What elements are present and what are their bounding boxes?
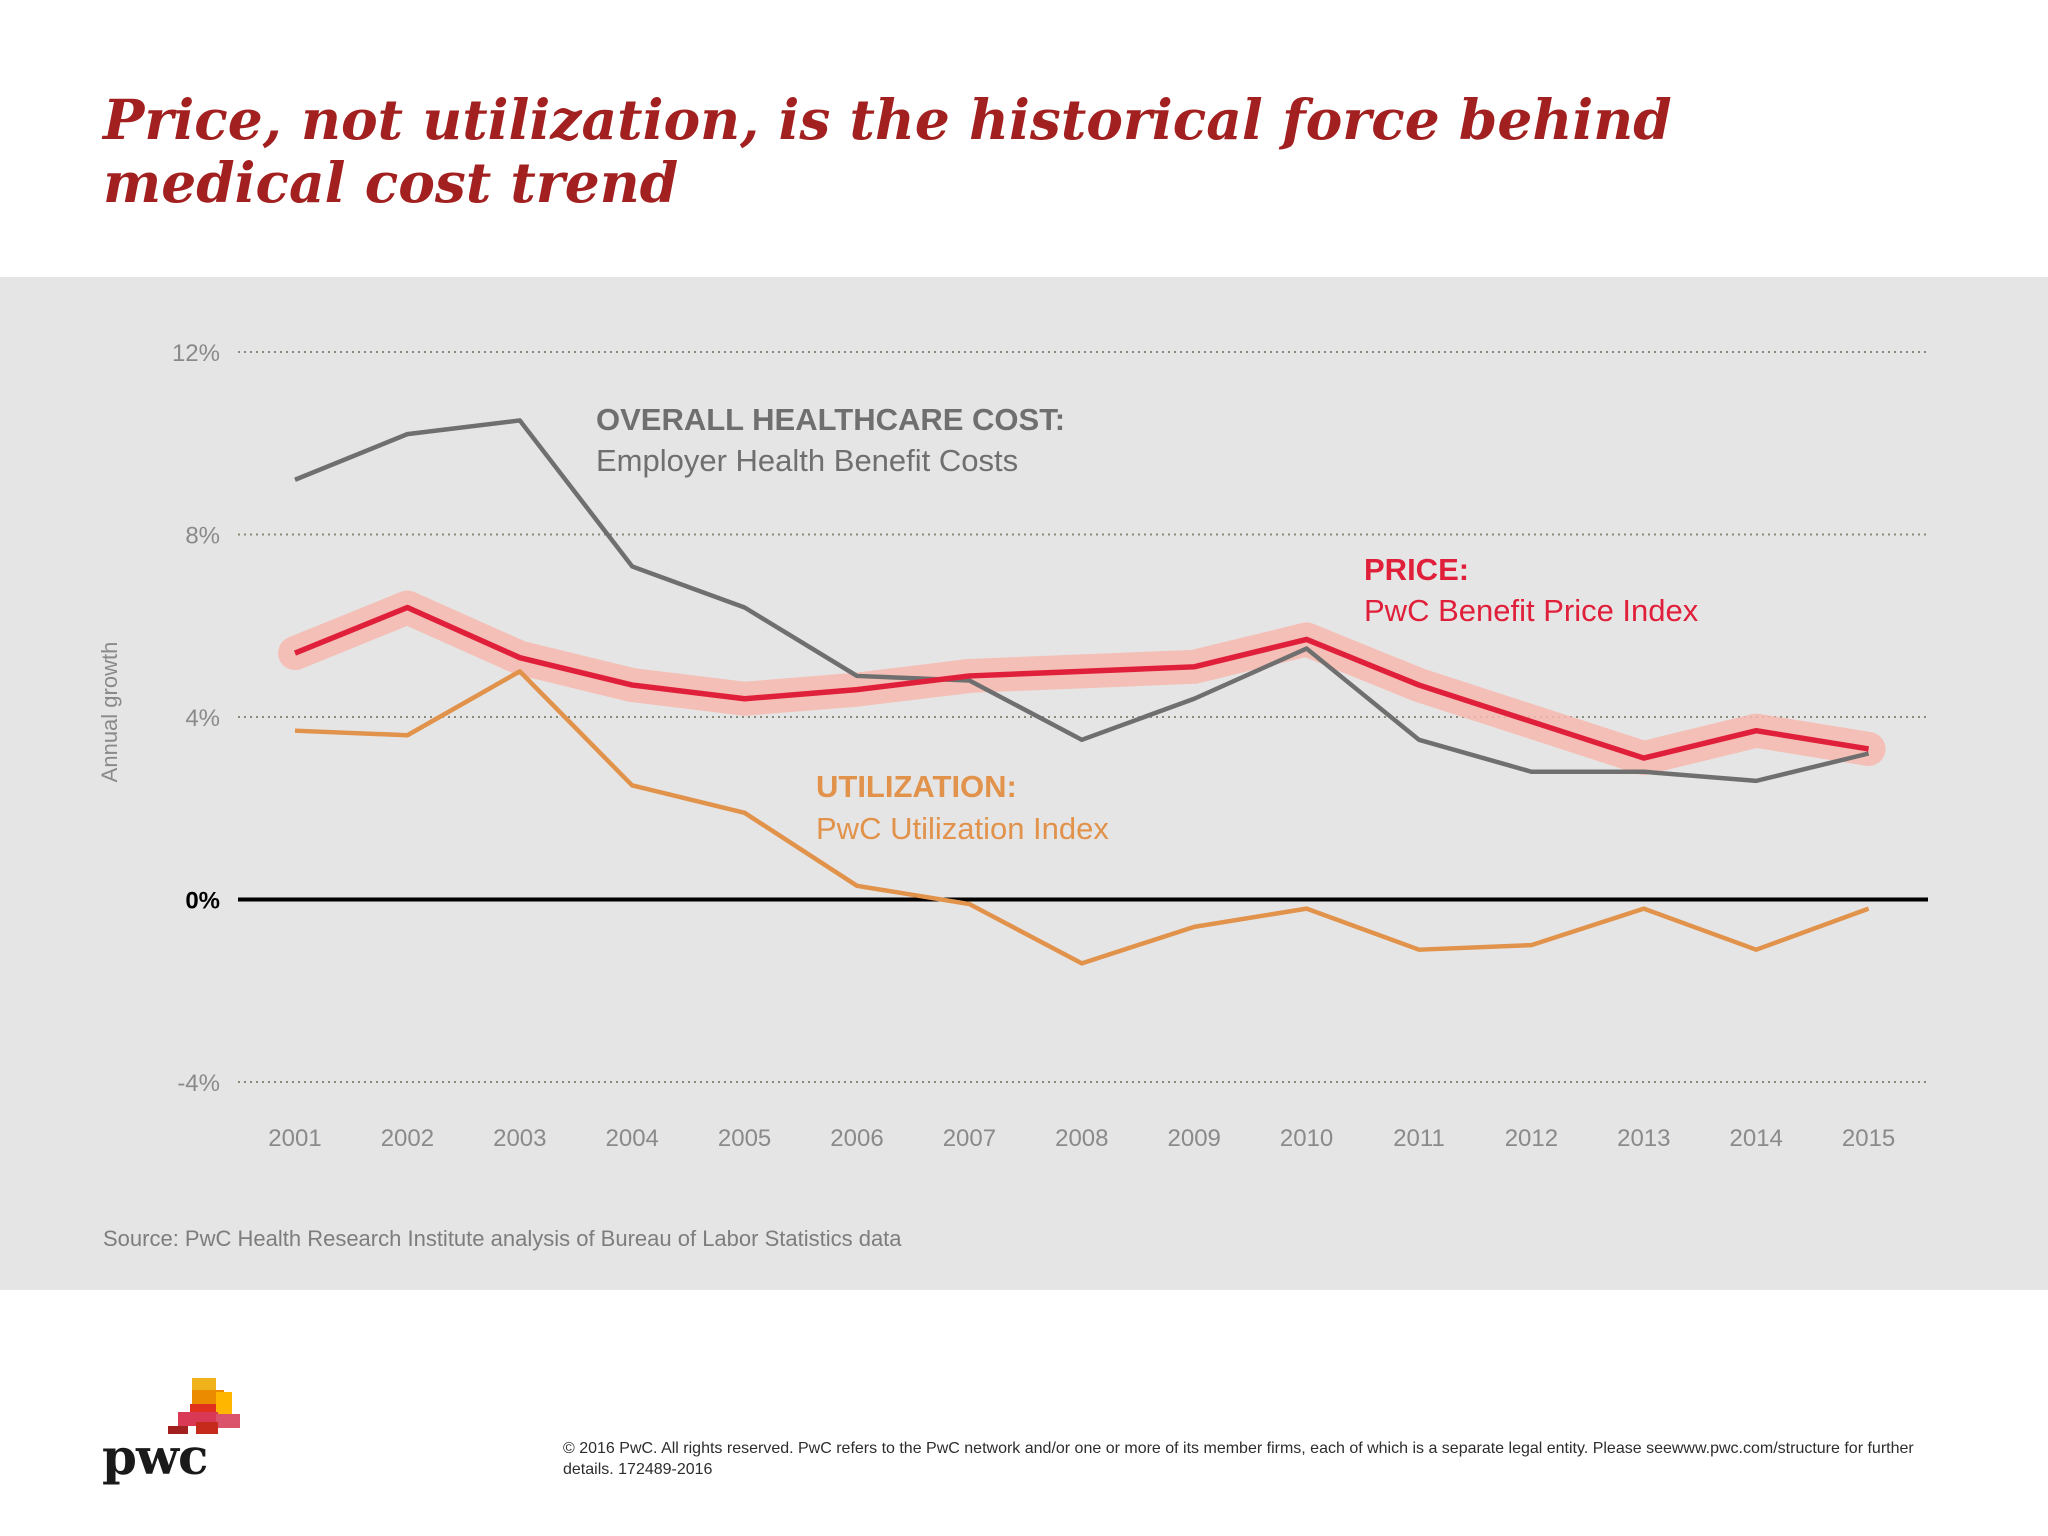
- annotation-overall-sublabel: Employer Health Benefit Costs: [596, 443, 1018, 478]
- y-tick-label: 12%: [172, 340, 220, 367]
- annotation-utilization-label: UTILIZATION:: [816, 769, 1017, 804]
- overall-series-line: [294, 418, 1870, 784]
- x-tick-label: 2011: [1393, 1125, 1445, 1152]
- y-tick-label: 0%: [185, 888, 220, 915]
- logo-wordmark: pwc: [102, 1427, 208, 1486]
- y-tick-label: -4%: [177, 1070, 220, 1097]
- source-note: Source: PwC Health Research Institute an…: [103, 1226, 902, 1251]
- x-tick-label: 2013: [1617, 1125, 1670, 1152]
- x-tick-label: 2008: [1055, 1125, 1108, 1152]
- x-tick-label: 2004: [606, 1125, 659, 1152]
- annotation-overall-label: OVERALL HEALTHCARE COST:: [596, 402, 1065, 437]
- x-tick-label: 2003: [493, 1125, 546, 1152]
- y-axis-label: Annual growth: [97, 642, 122, 783]
- x-tick-label: 2010: [1280, 1125, 1333, 1152]
- annotation-utilization-sublabel: PwC Utilization Index: [816, 811, 1109, 846]
- y-tick-label: 4%: [185, 705, 220, 732]
- utilization-series-line: [294, 669, 1870, 966]
- x-axis-ticks: 2001 2002 2003 2004 2005 2006 2007 2008 2009 2010…: [268, 1125, 1895, 1152]
- x-tick-label: 2002: [381, 1125, 434, 1152]
- pwc-logo-mark: [168, 1378, 240, 1434]
- chart-title: Price, not utilization, is the historica…: [103, 87, 1672, 215]
- x-tick-label: 2009: [1168, 1125, 1221, 1152]
- gridlines: [238, 351, 1928, 1083]
- x-tick-label: 2006: [830, 1125, 883, 1152]
- x-tick-label: 2005: [718, 1125, 771, 1152]
- y-axis-ticks: 12% 8% 4% 0% -4%: [172, 340, 220, 1097]
- pwc-logo: pwc: [100, 1378, 250, 1488]
- annotation-price-sublabel: PwC Benefit Price Index: [1364, 593, 1699, 628]
- series-annotations: OVERALL HEALTHCARE COST: Employer Health…: [596, 402, 1699, 846]
- x-tick-label: 2015: [1842, 1125, 1895, 1152]
- x-tick-label: 2012: [1505, 1125, 1558, 1152]
- series-lines: [278, 418, 1886, 966]
- annotation-price-label: PRICE:: [1364, 552, 1469, 587]
- y-tick-label: 8%: [185, 523, 220, 550]
- copyright-footer: © 2016 PwC. All rights reserved. PwC ref…: [563, 1440, 1914, 1478]
- x-tick-label: 2014: [1730, 1125, 1783, 1152]
- x-tick-label: 2007: [943, 1125, 996, 1152]
- chart-panel: [0, 277, 2048, 1290]
- x-tick-label: 2001: [268, 1125, 321, 1152]
- price-series-line: [293, 604, 1870, 761]
